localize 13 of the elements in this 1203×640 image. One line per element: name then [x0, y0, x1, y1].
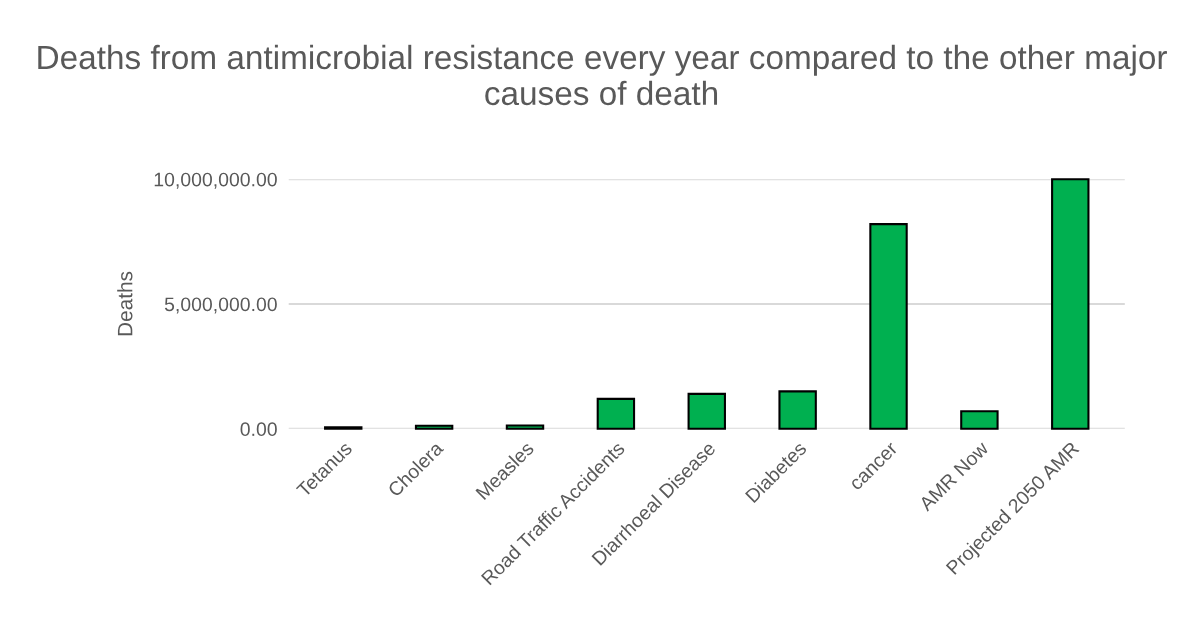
bar	[596, 397, 636, 430]
bar	[687, 392, 726, 430]
y-axis-title: Deaths	[117, 271, 133, 336]
y-tick-label: 5,000,000.00	[164, 297, 277, 314]
bar	[1051, 178, 1090, 430]
bar	[869, 223, 908, 430]
chart-title: Deaths from antimicrobial resistance every year compared to the other major causes of death	[38, 44, 1167, 106]
bar	[960, 410, 999, 430]
bar	[414, 424, 454, 430]
y-tick-label: 10,000,000.00	[154, 172, 277, 189]
y-tick-label: 0.00	[240, 422, 277, 437]
bar	[778, 390, 817, 430]
bar	[505, 424, 545, 430]
